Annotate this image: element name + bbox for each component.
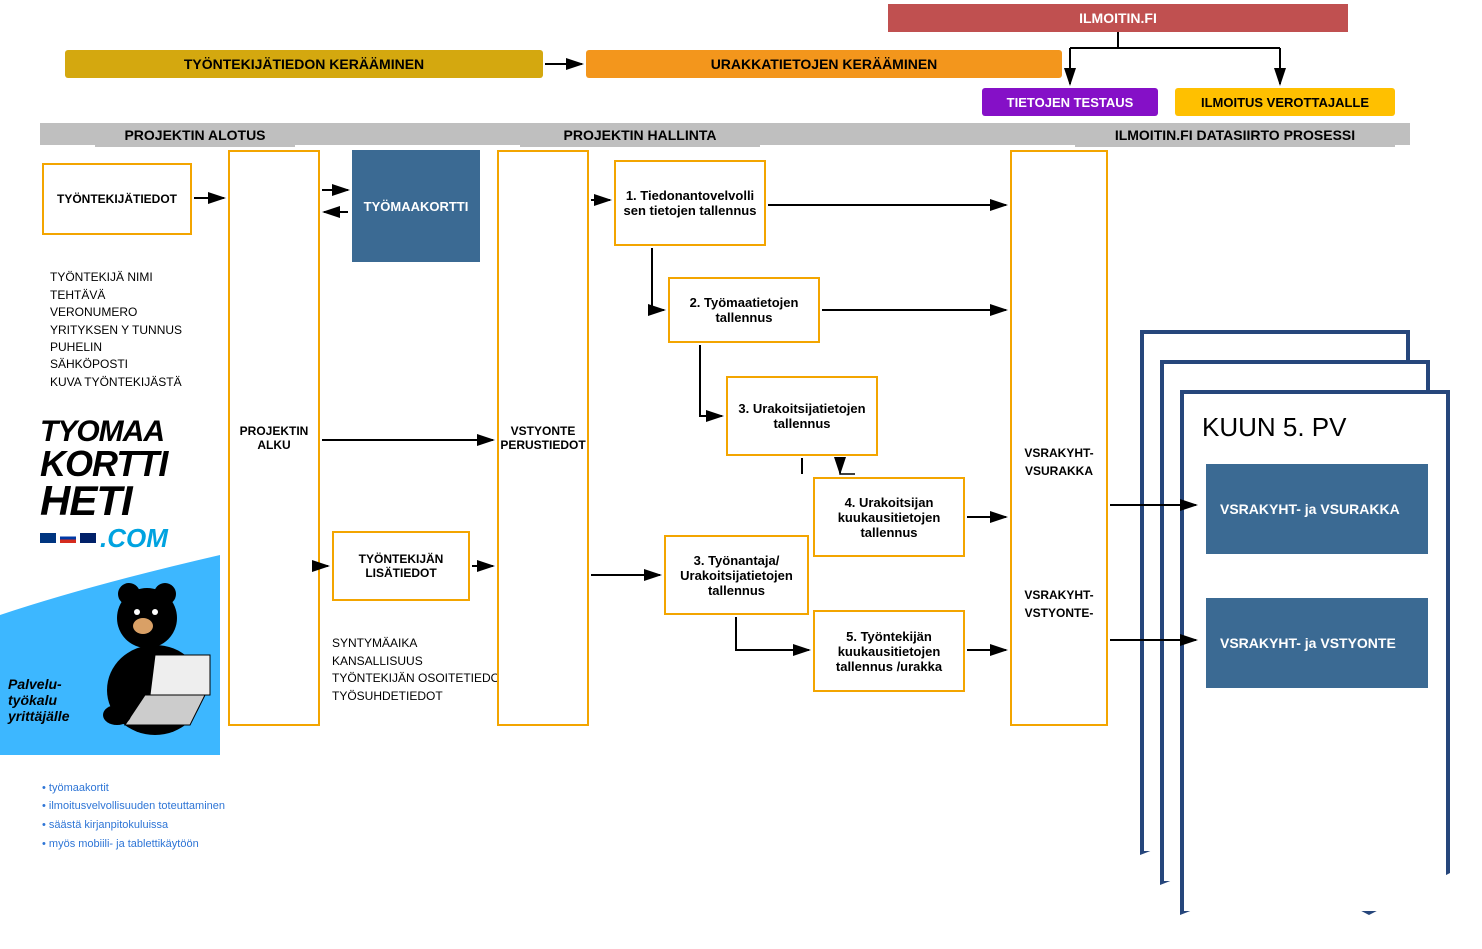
fields-tyontekijatiedot: TYÖNTEKIJÄ NIMI TEHTÄVÄ VERONUMERO YRITY… xyxy=(50,252,182,391)
banner-testaus-label: TIETOJEN TESTAUS xyxy=(1007,95,1134,110)
box-step3b: 3. Työnantaja/ Urakoitsijatietojen talle… xyxy=(664,535,809,615)
banner-ilmoitus: ILMOITUS VEROTTAJALLE xyxy=(1175,88,1395,116)
box-lisatiedot: TYÖNTEKIJÄN LISÄTIEDOT xyxy=(332,531,470,601)
section-alotus: PROJEKTIN ALOTUS xyxy=(95,123,295,147)
banner-urakka-label: URAKKATIETOJEN KERÄÄMINEN xyxy=(711,56,938,72)
banner-ilmoitin-label: ILMOITIN.FI xyxy=(1079,10,1157,26)
logo: TYOMAA KORTTI HETI .COM xyxy=(40,418,168,554)
box-step2: 2. Työmaatietojen tallennus xyxy=(668,277,820,343)
banner-urakka: URAKKATIETOJEN KERÄÄMINEN xyxy=(586,50,1062,78)
box-vstyonte: VSTYONTE PERUSTIEDOT xyxy=(497,150,589,726)
banner-tyontekija: TYÖNTEKIJÄTIEDON KERÄÄMINEN xyxy=(65,50,543,78)
box-tyontekijatiedot: TYÖNTEKIJÄTIEDOT xyxy=(42,163,192,235)
flag-fi-icon xyxy=(40,533,56,543)
banner-tyontekija-label: TYÖNTEKIJÄTIEDON KERÄÄMINEN xyxy=(184,56,424,72)
box-step1: 1. Tiedonantovelvolli sen tietojen talle… xyxy=(614,160,766,246)
doc-box1: VSRAKYHT- ja VSURAKKA xyxy=(1206,464,1428,554)
box-step3: 3. Urakoitsijatietojen tallennus xyxy=(726,376,878,456)
box-tyomaakortti: TYÖMAAKORTTI xyxy=(352,150,480,262)
palvelu-text: Palvelu- työkalu yrittäjälle xyxy=(8,660,69,724)
doc-page-front: KUUN 5. PV VSRAKYHT- ja VSURAKKA VSRAKYH… xyxy=(1180,390,1450,915)
doc-box2: VSRAKYHT- ja VSTYONTE xyxy=(1206,598,1428,688)
banner-testaus: TIETOJEN TESTAUS xyxy=(982,88,1158,116)
flag-ru-icon xyxy=(60,533,76,543)
section-hallinta: PROJEKTIN HALLINTA xyxy=(520,123,760,147)
box-step5: 5. Työntekijän kuukausitietojen tallennu… xyxy=(813,610,965,692)
section-datasiirto: ILMOITIN.FI DATASIIRTO PROSESSI xyxy=(1075,123,1395,147)
bullets: • työmaakortit • ilmoitusvelvollisuuden … xyxy=(42,760,225,853)
label-vsrakyht-vstyonte: VSRAKYHT-VSTYONTE- xyxy=(1018,570,1100,622)
box-step4: 4. Urakoitsijan kuukausitietojen tallenn… xyxy=(813,477,965,557)
box-projektin-alku: PROJEKTIN ALKU xyxy=(228,150,320,726)
banner-ilmoitin: ILMOITIN.FI xyxy=(888,4,1348,32)
label-vsrakyht-urakka: VSRAKYHT-VSURAKKA xyxy=(1018,428,1100,480)
doc-title: KUUN 5. PV xyxy=(1202,412,1347,443)
flag-uk-icon xyxy=(80,533,96,543)
banner-ilmoitus-label: ILMOITUS VEROTTAJALLE xyxy=(1201,95,1369,110)
bear-icon xyxy=(85,570,220,745)
fields-lisatiedot: SYNTYMÄAIKA KANSALLISUUS TYÖNTEKIJÄN OSO… xyxy=(332,618,507,705)
